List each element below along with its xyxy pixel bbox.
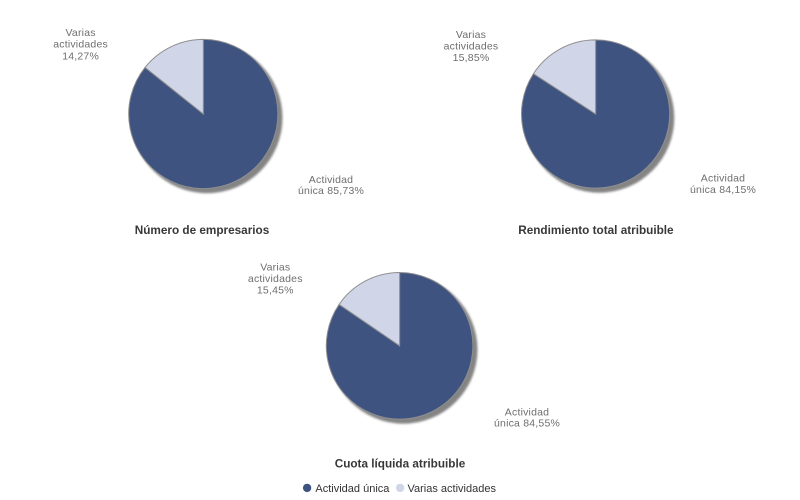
svg-text:Actividad: Actividad (701, 173, 745, 185)
svg-text:Varias actividades: Varias actividades (408, 483, 497, 495)
svg-text:actividades: actividades (444, 40, 499, 52)
svg-text:Número de empresarios: Número de empresarios (135, 224, 270, 237)
svg-text:actividades: actividades (248, 273, 303, 285)
svg-text:Cuota líquida atribuible: Cuota líquida atribuible (335, 458, 466, 471)
svg-text:única 84,15%: única 84,15% (690, 184, 756, 196)
svg-text:Actividad: Actividad (309, 174, 353, 186)
svg-text:Varias: Varias (456, 29, 486, 41)
svg-text:única 84,55%: única 84,55% (494, 418, 560, 430)
svg-text:Varias: Varias (260, 262, 290, 274)
svg-text:14,27%: 14,27% (62, 51, 99, 63)
svg-text:única 85,73%: única 85,73% (298, 185, 364, 197)
svg-text:15,45%: 15,45% (257, 285, 294, 297)
svg-text:Rendimiento total atribuible: Rendimiento total atribuible (518, 224, 674, 237)
svg-text:Actividad única: Actividad única (315, 483, 390, 495)
svg-text:actividades: actividades (53, 39, 108, 51)
svg-text:Varias: Varias (66, 27, 96, 39)
svg-text:15,85%: 15,85% (453, 52, 490, 64)
svg-text:Actividad: Actividad (505, 407, 549, 419)
